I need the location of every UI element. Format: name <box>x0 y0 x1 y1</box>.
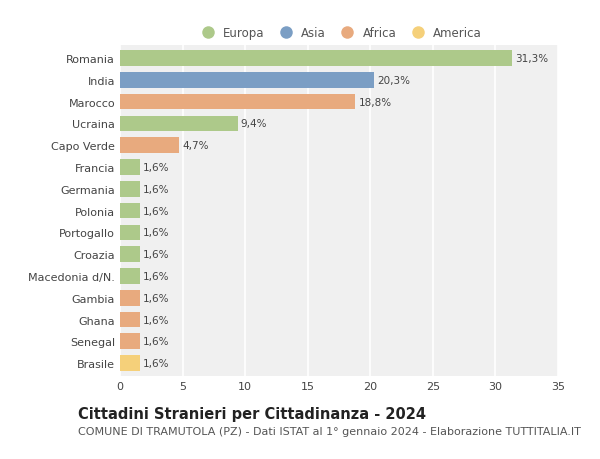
Legend: Europa, Asia, Africa, America: Europa, Asia, Africa, America <box>191 22 487 45</box>
Bar <box>120 51 512 67</box>
Text: 9,4%: 9,4% <box>241 119 267 129</box>
Text: Cittadini Stranieri per Cittadinanza - 2024: Cittadini Stranieri per Cittadinanza - 2… <box>78 406 426 421</box>
Text: 1,6%: 1,6% <box>143 185 170 195</box>
Bar <box>120 334 140 349</box>
Bar <box>120 312 140 328</box>
Text: 20,3%: 20,3% <box>377 76 410 86</box>
Text: 1,6%: 1,6% <box>143 271 170 281</box>
Bar <box>120 203 140 219</box>
Text: COMUNE DI TRAMUTOLA (PZ) - Dati ISTAT al 1° gennaio 2024 - Elaborazione TUTTITAL: COMUNE DI TRAMUTOLA (PZ) - Dati ISTAT al… <box>78 426 581 436</box>
Bar <box>120 182 140 197</box>
Bar <box>120 290 140 306</box>
Bar <box>120 247 140 263</box>
Text: 1,6%: 1,6% <box>143 228 170 238</box>
Text: 1,6%: 1,6% <box>143 315 170 325</box>
Text: 4,7%: 4,7% <box>182 141 208 151</box>
Bar <box>120 160 140 175</box>
Bar <box>120 138 179 154</box>
Text: 31,3%: 31,3% <box>515 54 548 64</box>
Bar <box>120 116 238 132</box>
Bar <box>120 95 355 110</box>
Bar <box>120 356 140 371</box>
Text: 1,6%: 1,6% <box>143 336 170 347</box>
Text: 1,6%: 1,6% <box>143 162 170 173</box>
Text: 18,8%: 18,8% <box>358 97 392 107</box>
Bar <box>120 225 140 241</box>
Bar <box>120 73 374 89</box>
Text: 1,6%: 1,6% <box>143 358 170 368</box>
Text: 1,6%: 1,6% <box>143 206 170 216</box>
Text: 1,6%: 1,6% <box>143 293 170 303</box>
Bar <box>120 269 140 284</box>
Text: 1,6%: 1,6% <box>143 250 170 260</box>
